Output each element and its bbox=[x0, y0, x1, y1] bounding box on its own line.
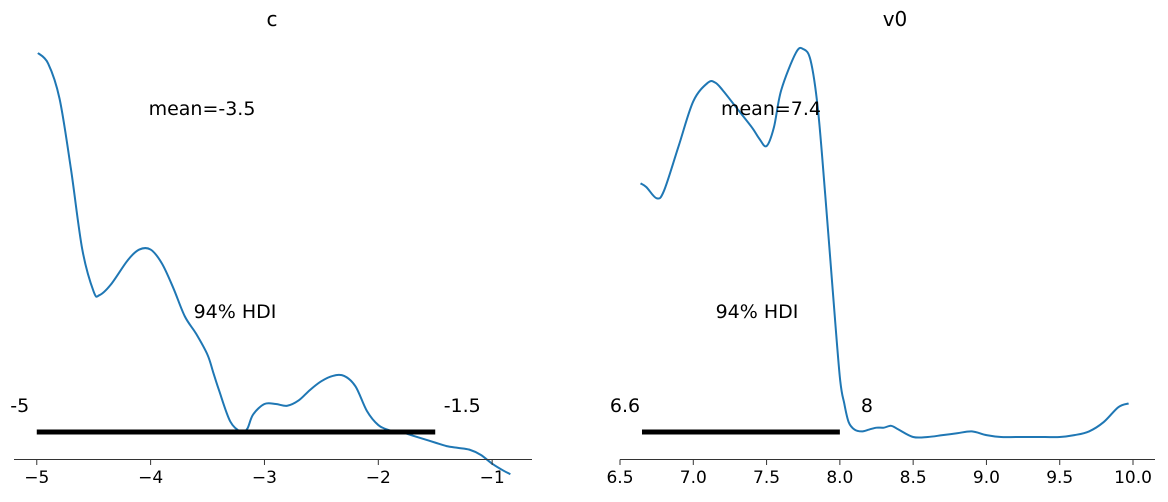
x-tick-label: 7.0 bbox=[680, 468, 707, 488]
density-curve-v0 bbox=[639, 46, 1129, 439]
x-tick-label: −3 bbox=[252, 468, 277, 488]
hdi-low-label-c: -5 bbox=[10, 395, 29, 417]
panel-v0: v0 mean=7.4 94% HDI 6.6 8 6.5 7.0 7.5 8.0 8.… bbox=[606, 7, 1155, 488]
density-curve-c bbox=[37, 52, 511, 476]
x-tick-label: 9.5 bbox=[1046, 468, 1073, 488]
x-tick-label: 8.0 bbox=[826, 468, 853, 488]
hdi-high-label-v0: 8 bbox=[861, 395, 873, 417]
x-tick-label: 9.0 bbox=[973, 468, 1000, 488]
x-ticks-v0: 6.5 7.0 7.5 8.0 8.5 9.0 9.5 10.0 bbox=[606, 459, 1152, 488]
hdi-low-label-v0: 6.6 bbox=[610, 395, 640, 417]
x-tick-label: 6.5 bbox=[606, 468, 633, 488]
x-tick-label: −5 bbox=[24, 468, 49, 488]
x-ticks-c: −5 −4 −3 −2 −1 bbox=[24, 459, 505, 488]
x-tick-label: −4 bbox=[138, 468, 163, 488]
panel-c: c mean=-3.5 94% HDI -5 -1.5 −5 −4 −3 −2 −1 bbox=[10, 7, 532, 488]
x-tick-label: 10.0 bbox=[1114, 468, 1152, 488]
hdi-label-v0: 94% HDI bbox=[716, 301, 799, 323]
panel-title-c: c bbox=[267, 7, 278, 31]
mean-label-c: mean=-3.5 bbox=[149, 98, 256, 120]
x-tick-label: 8.5 bbox=[900, 468, 927, 488]
mean-label-v0: mean=7.4 bbox=[721, 98, 821, 120]
panel-title-v0: v0 bbox=[883, 7, 908, 31]
x-tick-label: −2 bbox=[366, 468, 391, 488]
hdi-high-label-c: -1.5 bbox=[444, 395, 481, 417]
x-tick-label: −1 bbox=[480, 468, 505, 488]
hdi-label-c: 94% HDI bbox=[194, 301, 277, 323]
x-tick-label: 7.5 bbox=[753, 468, 780, 488]
